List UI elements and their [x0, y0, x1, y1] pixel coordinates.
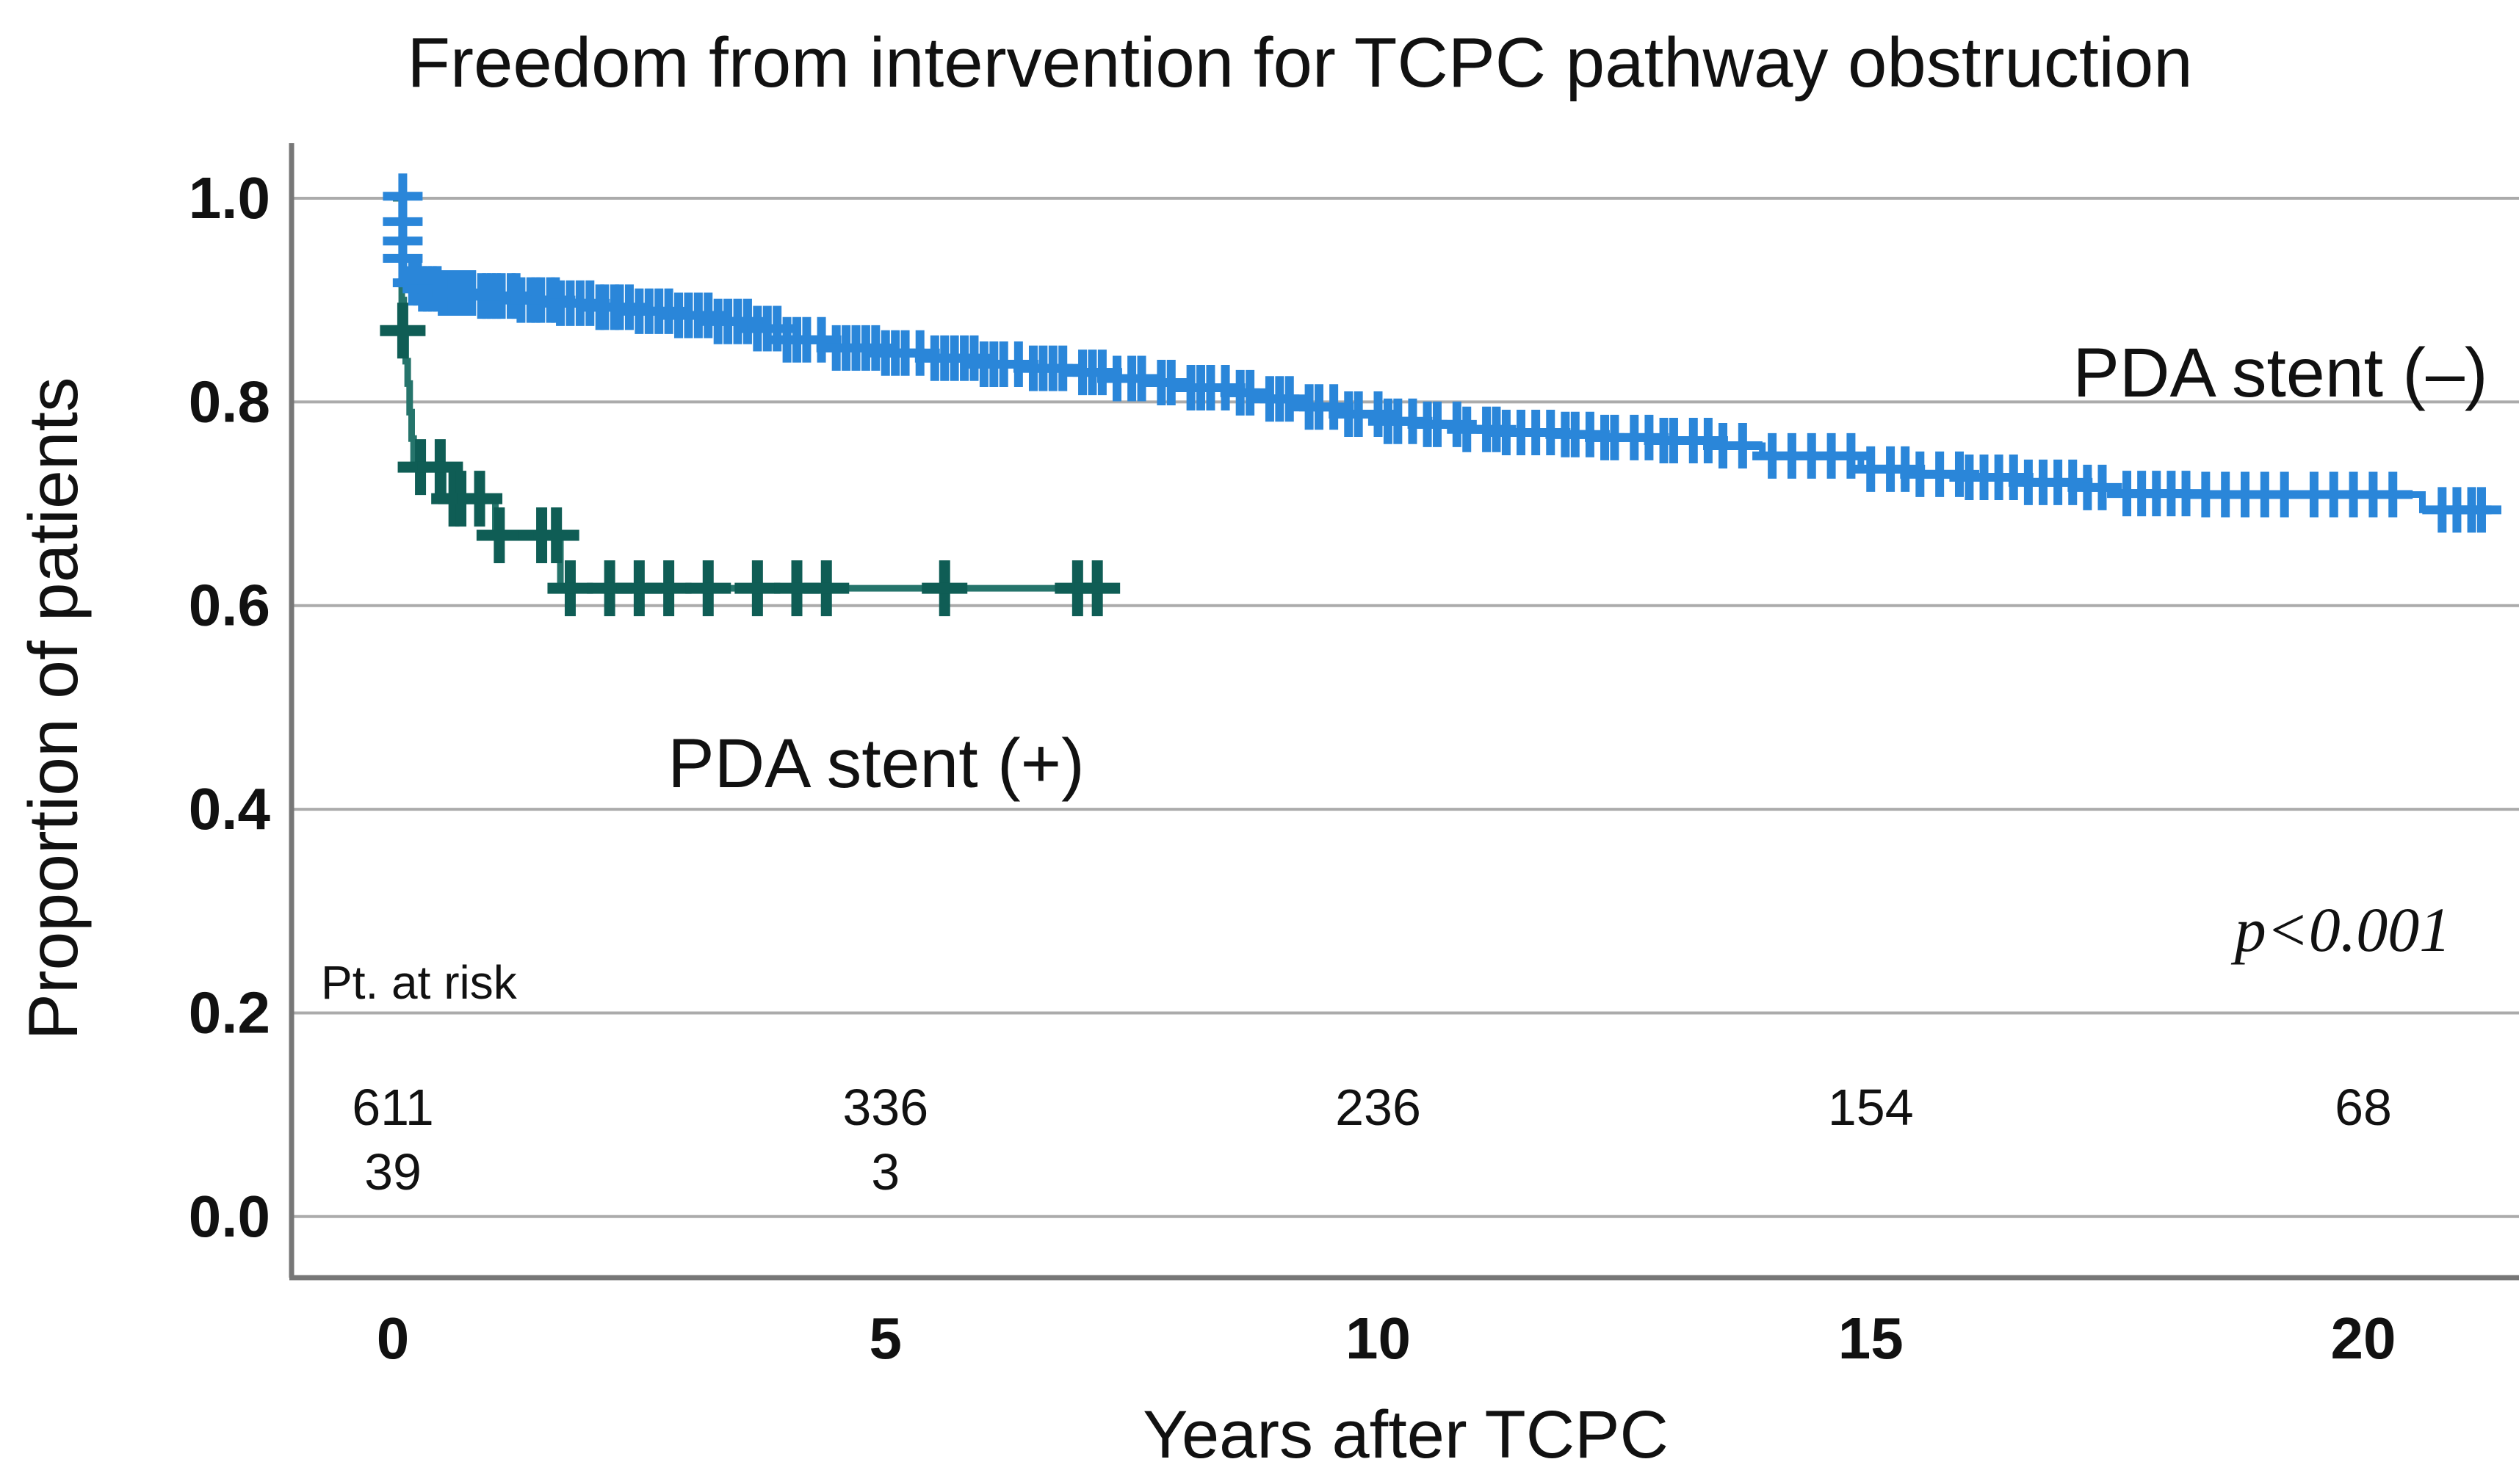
x-tick-label: 5 [870, 1306, 903, 1371]
y-tick-label: 0.0 [189, 1184, 270, 1249]
series-label-pda-stent-plus: PDA stent (+) [668, 725, 1085, 803]
y-tick-label: 0.8 [189, 369, 270, 434]
x-tick-label: 10 [1345, 1306, 1411, 1371]
x-tick-labels: 0 5 10 15 20 [377, 1306, 2396, 1371]
series-label-pda-stent-minus: PDA stent (–) [2073, 334, 2488, 412]
chart-title: Freedom from intervention for TCPC pathw… [407, 23, 2192, 102]
y-tick-label: 1.0 [189, 165, 270, 231]
y-tick-labels: 1.0 0.8 0.6 0.4 0.2 0.0 [189, 165, 271, 1249]
x-tick-label: 15 [1838, 1306, 1904, 1371]
risk-count: 611 [352, 1079, 434, 1136]
p-value-label: p<0.001 [2230, 894, 2451, 965]
risk-table-header: Pt. at risk [321, 956, 518, 1009]
y-axis-title: Proportion of patients [15, 377, 93, 1040]
risk-count: 68 [2335, 1079, 2392, 1136]
censor-marks [380, 173, 2501, 617]
risk-count: 3 [871, 1143, 900, 1201]
x-tick-label: 0 [377, 1306, 410, 1371]
risk-count: 154 [1828, 1079, 1914, 1136]
y-tick-label: 0.2 [189, 980, 270, 1045]
risk-count: 236 [1335, 1079, 1421, 1136]
y-tick-label: 0.4 [189, 776, 271, 841]
x-axis-title: Years after TCPC [1143, 1397, 1669, 1472]
risk-count: 336 [842, 1079, 928, 1136]
x-tick-label: 20 [2331, 1306, 2396, 1371]
risk-table-counts: 611 336 236 154 68 39 3 [352, 1079, 2392, 1201]
y-tick-label: 0.6 [189, 573, 270, 638]
risk-count: 39 [364, 1143, 422, 1201]
